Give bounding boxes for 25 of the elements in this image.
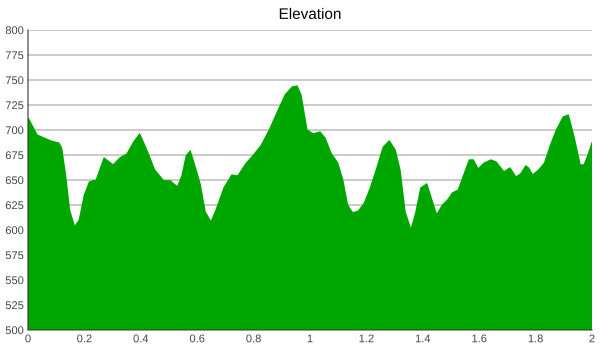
x-tick-label: 0.8 (246, 334, 261, 342)
y-tick-label: 675 (6, 151, 24, 160)
y-tick-label: 600 (6, 226, 24, 234)
y-tick-label: 575 (6, 251, 24, 260)
y-tick-label: 750 (6, 76, 24, 84)
y-tick-label: 525 (6, 301, 24, 310)
x-tick-label: 1.4 (416, 334, 430, 342)
x-tick-label: 0.6 (190, 334, 204, 342)
y-tick-label: 700 (6, 126, 24, 134)
x-tick-label: 0 (25, 334, 31, 342)
x-tick-label: 0.4 (134, 334, 148, 342)
x-tick-label: 0.2 (77, 334, 92, 342)
y-tick-label: 550 (6, 276, 24, 284)
y-tick-label: 500 (6, 326, 24, 334)
x-tick-label: 1.8 (528, 334, 543, 342)
y-tick-label: 625 (6, 201, 24, 210)
x-tick-label: 1.2 (360, 334, 374, 342)
y-tick-label: 650 (6, 176, 24, 184)
y-tick-label: 800 (6, 26, 24, 34)
x-tick-label: 1 (308, 334, 313, 342)
x-tick-label: 1.6 (472, 334, 486, 342)
y-tick-label: 775 (6, 51, 24, 60)
y-tick-label: 725 (6, 101, 24, 110)
chart-title: Elevation (280, 8, 340, 20)
x-tick-label: 2 (589, 334, 595, 342)
